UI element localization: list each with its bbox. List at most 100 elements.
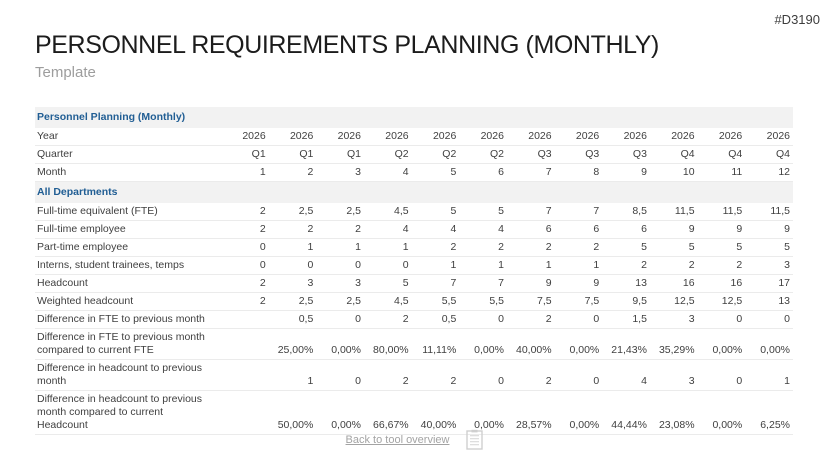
cell-value: 35,29%	[649, 328, 698, 360]
section-header-row: Personnel Planning (Monthly)	[35, 107, 793, 128]
cell-value: 0,00%	[554, 390, 603, 435]
cell-value: 4	[363, 220, 412, 239]
cell-value: 2	[221, 220, 269, 239]
cell-value: 2	[411, 359, 460, 391]
cell-value: 13	[602, 274, 650, 293]
cell-value: 7	[459, 274, 507, 293]
cell-value: 5	[363, 274, 412, 293]
cell-value: 9	[506, 274, 555, 293]
cell-value: 0,00%	[459, 390, 507, 435]
cell-value: 7,5	[506, 292, 555, 311]
cell-value: 5	[411, 163, 460, 182]
cell-value: 0	[554, 310, 603, 329]
cell-value: 2026	[602, 128, 650, 146]
row-label: Difference in FTE to previous month	[35, 310, 222, 329]
cell-value: 9	[649, 220, 698, 239]
cell-value: 4	[602, 359, 650, 391]
cell-value: 0	[221, 238, 269, 257]
cell-value: 5	[459, 203, 507, 221]
cell-value: 2	[459, 238, 507, 257]
cell-value: 5	[697, 238, 746, 257]
cell-value: Q1	[268, 145, 317, 164]
cell-value: 0,00%	[554, 328, 603, 360]
clipboard-icon[interactable]	[466, 429, 484, 450]
cell-value: 2,5	[268, 292, 317, 311]
table-row: Difference in headcount to previous mont…	[35, 390, 793, 435]
table-row: Quarter Q1 Q1 Q1 Q2 Q2 Q2 Q3 Q3 Q3 Q4 Q4 Q4	[35, 145, 793, 164]
row-label: Difference in headcount to previous mont…	[35, 390, 222, 435]
cell-value: Q2	[363, 145, 412, 164]
cell-value: 0	[268, 256, 317, 275]
cell-value: 44,44%	[602, 390, 650, 435]
cell-value: 4,5	[363, 292, 412, 311]
cell-value: 0	[745, 310, 793, 329]
row-label: Difference in headcount to previous mont…	[35, 359, 222, 391]
cell-value: 5	[411, 203, 460, 221]
cell-value: 80,00%	[363, 328, 412, 360]
cell-value: 40,00%	[411, 390, 460, 435]
cell-value: 1	[411, 256, 460, 275]
cell-value: 9	[602, 163, 650, 182]
page-title: PERSONNEL REQUIREMENTS PLANNING (MONTHLY…	[35, 31, 659, 59]
cell-value: 2026	[697, 128, 746, 146]
cell-value: Q2	[459, 145, 507, 164]
back-to-tool-overview-link[interactable]: Back to tool overview	[345, 433, 450, 446]
row-label: Headcount	[35, 274, 222, 293]
table-row: Difference in FTE to previous month comp…	[35, 328, 793, 360]
cell-value: 0	[459, 359, 507, 391]
cell-value: Q3	[602, 145, 650, 164]
cell-value: 7	[506, 203, 555, 221]
cell-value: 12,5	[697, 292, 746, 311]
cell-value: 3	[745, 256, 793, 275]
cell-value: Q4	[649, 145, 698, 164]
cell-value: 2,5	[268, 203, 317, 221]
cell-value: 2	[221, 292, 269, 311]
table-row: Difference in headcount to previous mont…	[35, 359, 793, 391]
cell-value: 0,00%	[745, 328, 793, 360]
cell-value: 5	[745, 238, 793, 257]
cell-value: Q2	[411, 145, 460, 164]
cell-value: 7	[506, 163, 555, 182]
cell-value: 1	[316, 238, 364, 257]
cell-value	[221, 310, 269, 329]
cell-value: 11,5	[697, 203, 746, 221]
cell-value: 4	[411, 220, 460, 239]
section-header-label: All Departments	[35, 181, 793, 203]
cell-value: 2026	[649, 128, 698, 146]
cell-value: 23,08%	[649, 390, 698, 435]
cell-value: 2,5	[316, 292, 364, 311]
cell-value: 0,00%	[316, 390, 364, 435]
cell-value: 1	[459, 256, 507, 275]
cell-value: 0	[316, 256, 364, 275]
cell-value: 2026	[221, 128, 269, 146]
cell-value: 10	[649, 163, 698, 182]
cell-value: 2	[268, 220, 317, 239]
cell-value: 0,00%	[697, 390, 746, 435]
cell-value: 0	[363, 256, 412, 275]
row-label: Full-time equivalent (FTE)	[35, 203, 222, 221]
cell-value: 0	[697, 359, 746, 391]
row-label: Difference in FTE to previous month comp…	[35, 328, 222, 360]
table-body: Personnel Planning (Monthly) Year 2026 2026…	[35, 107, 793, 435]
cell-value: 28,57%	[506, 390, 555, 435]
cell-value: 5,5	[411, 292, 460, 311]
cell-value: 2026	[554, 128, 603, 146]
table-row: Part-time employee 0 1 1 1 2 2 2 2 5 5 5 5	[35, 238, 793, 257]
cell-value	[221, 390, 269, 435]
cell-value: 6	[459, 163, 507, 182]
cell-value: 2	[649, 256, 698, 275]
cell-value: 0	[554, 359, 603, 391]
cell-value: 3	[316, 163, 364, 182]
cell-value: 3	[649, 310, 698, 329]
cell-value: 2026	[459, 128, 507, 146]
cell-value: 21,43%	[602, 328, 650, 360]
cell-value: 1	[221, 163, 269, 182]
cell-value: Q1	[221, 145, 269, 164]
cell-value: 6	[602, 220, 650, 239]
cell-value: 1	[506, 256, 555, 275]
cell-value: 1	[268, 238, 317, 257]
cell-value: 2	[697, 256, 746, 275]
slide-code: #D3190	[774, 12, 820, 27]
cell-value: 0	[316, 310, 364, 329]
